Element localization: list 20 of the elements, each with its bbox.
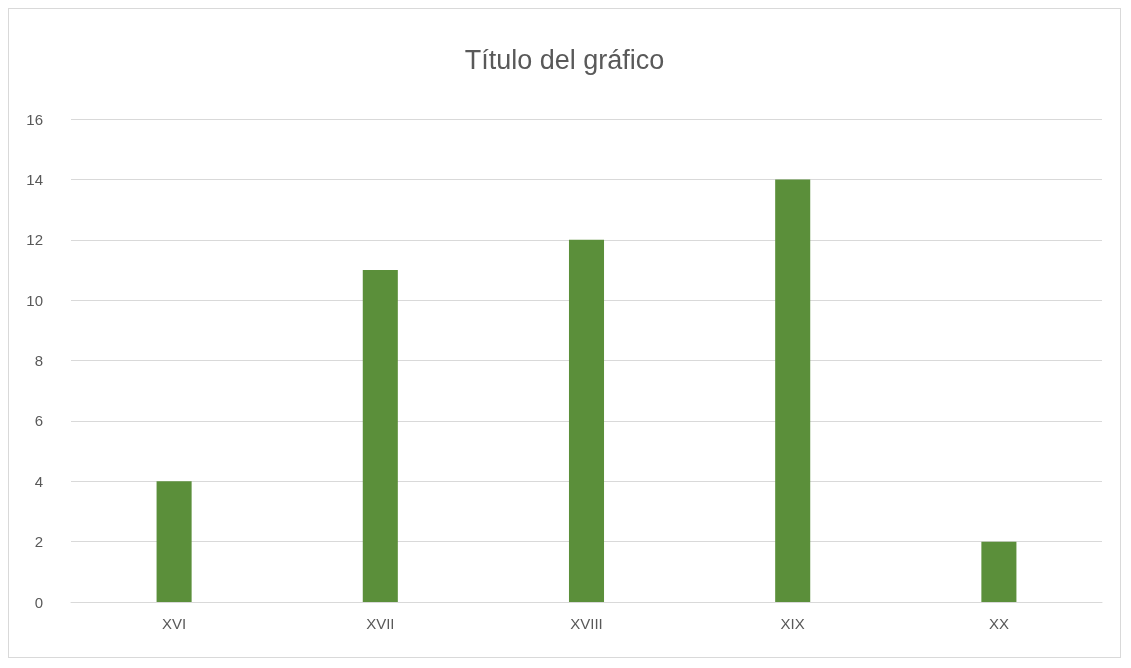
- bar: [156, 481, 192, 602]
- y-tick-label: 16: [26, 110, 43, 128]
- y-tick-label: 14: [26, 170, 43, 188]
- bar: [981, 541, 1017, 602]
- bar: [362, 269, 398, 602]
- x-tick-label: XVI: [162, 615, 187, 632]
- y-tick-label: 12: [26, 231, 43, 249]
- y-tick-label: 4: [34, 472, 43, 490]
- y-tick-label: 8: [34, 352, 43, 369]
- y-tick-label: 0: [34, 593, 43, 611]
- y-tick-label: 10: [26, 291, 43, 309]
- bar: [775, 179, 811, 602]
- bar: [568, 239, 605, 602]
- y-tick-label: 2: [34, 533, 43, 551]
- x-tick-label: XVII: [366, 615, 395, 632]
- chart-title: Título del gráfico: [464, 44, 665, 75]
- x-tick-label: XIX: [780, 615, 805, 632]
- y-tick-label: 6: [34, 412, 43, 430]
- x-tick-label: XVIII: [570, 615, 603, 632]
- x-tick-label: XX: [988, 615, 1009, 632]
